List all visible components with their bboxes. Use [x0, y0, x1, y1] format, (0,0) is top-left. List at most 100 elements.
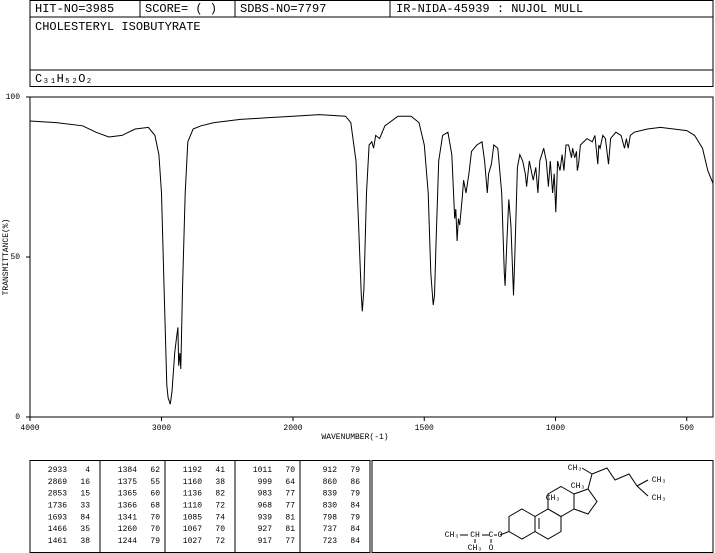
peak-transmittance: 70: [150, 513, 160, 522]
peak-transmittance: 15: [80, 490, 90, 499]
peak-wavenumber: 1736: [48, 502, 67, 511]
peak-wavenumber: 2853: [48, 490, 67, 499]
x-tick-label: 500: [680, 424, 695, 433]
structure-label: CH₃: [546, 494, 560, 503]
peak-transmittance: 81: [285, 513, 295, 522]
structure-label: CH₃: [571, 482, 585, 491]
peak-transmittance: 68: [150, 502, 160, 511]
spectrum-line: [29, 114, 714, 405]
structure-label: CH₃: [568, 464, 582, 473]
structure-frame: [371, 460, 714, 553]
header-frame: [29, 0, 714, 87]
peak-transmittance: 38: [215, 478, 225, 487]
peak-transmittance: 55: [150, 478, 160, 487]
peak-transmittance: 84: [350, 525, 360, 534]
ring: [508, 508, 536, 540]
compound-name: CHOLESTERYL ISOBUTYRATE: [35, 20, 201, 34]
peak-wavenumber: 723: [323, 537, 338, 546]
hit-no: HIT-NO=3985: [35, 2, 114, 16]
peak-transmittance: 41: [215, 466, 225, 475]
peak-wavenumber: 939: [258, 513, 273, 522]
peak-transmittance: 16: [80, 478, 90, 487]
peak-transmittance: 81: [285, 525, 295, 534]
peak-wavenumber: 1341: [118, 513, 137, 522]
peak-transmittance: 70: [285, 466, 295, 475]
peak-transmittance: 72: [215, 502, 225, 511]
peak-wavenumber: 1384: [118, 466, 137, 475]
peak-wavenumber: 912: [323, 466, 338, 475]
x-tick-label: 1500: [415, 424, 434, 433]
peak-transmittance: 70: [215, 525, 225, 534]
peak-wavenumber: 983: [258, 490, 273, 499]
methyl-bond: [581, 467, 593, 475]
peak-wavenumber: 737: [323, 525, 338, 534]
x-tick-label: 1000: [546, 424, 565, 433]
peak-transmittance: 79: [150, 537, 160, 546]
structure-label: CH: [470, 531, 480, 540]
y-tick-label: 100: [6, 93, 21, 102]
peak-wavenumber: 1085: [183, 513, 202, 522]
structure-label: O: [498, 531, 503, 540]
peak-transmittance: 64: [285, 478, 295, 487]
structure-label: CH₃: [445, 531, 459, 540]
peak-wavenumber: 1192: [183, 466, 202, 475]
ring: [573, 488, 598, 515]
structure-label: O: [489, 544, 494, 553]
structure-label: CH₃: [468, 544, 482, 553]
score: SCORE= ( ): [145, 2, 217, 16]
peak-transmittance: 84: [350, 537, 360, 546]
peak-transmittance: 79: [350, 490, 360, 499]
x-tick-label: 2000: [283, 424, 302, 433]
side-chain: [636, 485, 649, 497]
peak-transmittance: 70: [150, 525, 160, 534]
peak-transmittance: 79: [350, 466, 360, 475]
formula: C₃₁H₅₂O₂: [35, 72, 93, 86]
y-axis-label: TRANSMITTANCE(%): [2, 219, 11, 296]
peak-wavenumber: 917: [258, 537, 273, 546]
peak-transmittance: 33: [80, 502, 90, 511]
peak-wavenumber: 1011: [253, 466, 272, 475]
y-tick-label: 0: [15, 413, 20, 422]
peak-wavenumber: 1466: [48, 525, 67, 534]
peak-transmittance: 77: [285, 490, 295, 499]
peak-wavenumber: 1693: [48, 513, 67, 522]
structure-label: CH₃: [652, 494, 666, 503]
peak-transmittance: 82: [215, 490, 225, 499]
peak-transmittance: 84: [80, 513, 90, 522]
peak-transmittance: 35: [80, 525, 90, 534]
peak-wavenumber: 1027: [183, 537, 202, 546]
peak-transmittance: 79: [350, 513, 360, 522]
ir-info: IR-NIDA-45939 : NUJOL MULL: [396, 2, 583, 16]
peak-wavenumber: 1136: [183, 490, 202, 499]
x-tick-label: 4000: [20, 424, 39, 433]
peak-wavenumber: 968: [258, 502, 273, 511]
peak-wavenumber: 830: [323, 502, 338, 511]
structure-label: C: [489, 531, 494, 540]
sdbs-no: SDBS-NO=7797: [240, 2, 326, 16]
peak-wavenumber: 927: [258, 525, 273, 534]
x-tick-label: 3000: [152, 424, 171, 433]
peak-wavenumber: 860: [323, 478, 338, 487]
peak-wavenumber: 839: [323, 490, 338, 499]
structure-label: CH₃: [652, 476, 666, 485]
peak-wavenumber: 1244: [118, 537, 137, 546]
side-chain: [587, 467, 638, 490]
x-axis-label: WAVENUMBER(-1): [321, 433, 388, 442]
peak-wavenumber: 1067: [183, 525, 202, 534]
peak-transmittance: 4: [85, 466, 90, 475]
peak-transmittance: 72: [215, 537, 225, 546]
ester-bond: [499, 531, 510, 536]
peak-wavenumber: 1110: [183, 502, 202, 511]
peak-transmittance: 60: [150, 490, 160, 499]
y-tick-label: 50: [10, 253, 20, 262]
peak-wavenumber: 1366: [118, 502, 137, 511]
peak-wavenumber: 1365: [118, 490, 137, 499]
structure: [460, 467, 649, 543]
peak-transmittance: 84: [350, 502, 360, 511]
peak-transmittance: 62: [150, 466, 160, 475]
peak-wavenumber: 2933: [48, 466, 67, 475]
peak-transmittance: 74: [215, 513, 225, 522]
peak-transmittance: 86: [350, 478, 360, 487]
peak-transmittance: 38: [80, 537, 90, 546]
